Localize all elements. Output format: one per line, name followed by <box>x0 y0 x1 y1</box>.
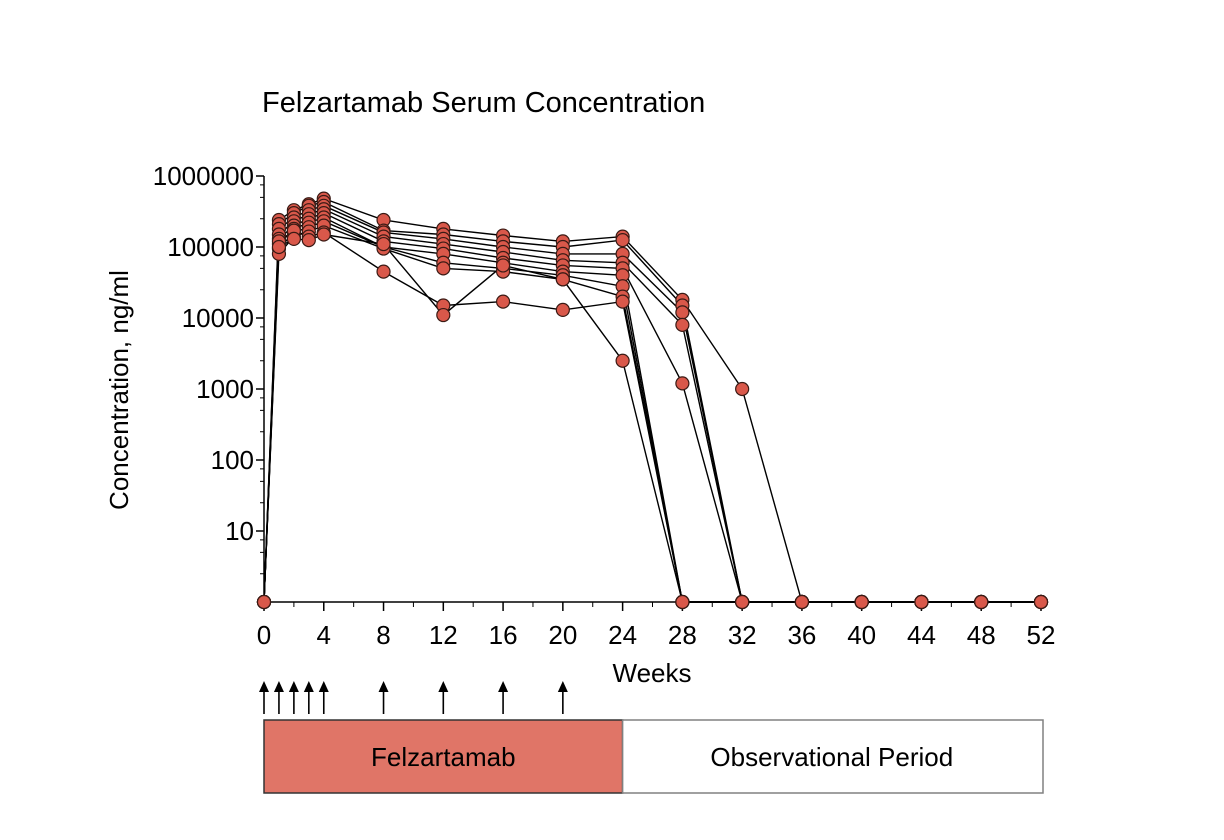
series-line <box>263 197 1041 603</box>
y-tick-label: 100000 <box>167 232 254 262</box>
dose-arrow-head <box>318 681 329 692</box>
x-tick-label: 20 <box>548 620 577 650</box>
dose-arrow-head <box>273 681 284 692</box>
data-point <box>555 302 570 318</box>
data-point <box>735 381 750 397</box>
data-point <box>495 258 511 273</box>
series-line <box>263 229 1041 603</box>
series-line <box>263 233 1041 603</box>
chart-title: Felzartamab Serum Concentration <box>262 87 705 119</box>
dose-arrows <box>259 681 568 714</box>
y-axis-label: Concentration, ng/ml <box>104 270 134 510</box>
x-tick-label: 28 <box>668 620 697 650</box>
observational-period-box <box>621 719 1044 794</box>
data-point <box>615 233 630 248</box>
x-tick-label: 24 <box>608 620 637 650</box>
x-tick-label: 32 <box>728 620 757 650</box>
x-tick-label: 4 <box>317 620 331 650</box>
data-point <box>271 239 287 255</box>
data-point <box>794 594 810 610</box>
data-point <box>675 594 690 610</box>
data-point <box>256 594 272 610</box>
data-point <box>914 594 929 610</box>
data-point <box>436 261 451 276</box>
data-point <box>735 594 750 610</box>
treatment-period-label: Felzartamab <box>371 742 516 772</box>
data-point <box>436 307 451 323</box>
data-point <box>675 376 690 391</box>
dose-arrow-head <box>259 681 269 692</box>
x-tick-label: 8 <box>376 620 390 650</box>
y-tick-label: 10000 <box>182 303 254 333</box>
y-tick-label: 100 <box>211 445 254 475</box>
observational-period-label: Observational Period <box>710 742 953 772</box>
dose-arrow-head <box>378 681 389 692</box>
dose-arrow-head <box>557 681 568 692</box>
dose-arrow-head <box>438 681 449 692</box>
data-point <box>316 227 331 242</box>
x-tick-label: 36 <box>787 620 816 650</box>
x-tick-label: 12 <box>429 620 458 650</box>
x-tick-label: 48 <box>967 620 996 650</box>
x-axis-label: Weeks <box>613 658 692 688</box>
y-tick-label: 1000 <box>196 374 254 404</box>
dose-arrow-head <box>498 681 509 692</box>
y-tick-labels: 10 100 1000 10000 100000 1000000 <box>153 161 254 546</box>
series-line <box>263 220 1041 603</box>
data-point <box>615 294 630 309</box>
data-point <box>555 272 570 287</box>
data-point <box>376 236 391 252</box>
treatment-period-box <box>263 719 624 794</box>
data-point <box>675 317 690 332</box>
series-line <box>263 201 1041 603</box>
data-point <box>286 231 301 247</box>
x-tick-label: 16 <box>489 620 518 650</box>
data-point <box>1033 594 1049 610</box>
series-lines <box>263 197 1041 603</box>
data-point <box>495 294 511 309</box>
dose-arrow-head <box>288 681 299 692</box>
x-tick-labels: 0 4 8 12 16 20 24 28 32 36 40 44 48 52 <box>257 620 1056 650</box>
data-point <box>854 594 869 610</box>
dose-arrow-head <box>303 681 314 692</box>
data-point <box>376 264 391 279</box>
x-tick-label: 52 <box>1027 620 1056 650</box>
period-bar: Felzartamab Observational Period <box>263 719 1044 794</box>
x-tick-label: 0 <box>257 620 271 650</box>
data-point <box>615 353 630 368</box>
series-points <box>256 191 1049 610</box>
data-point <box>301 233 316 248</box>
axes <box>256 175 1042 611</box>
x-tick-label: 44 <box>907 620 936 650</box>
y-tick-label: 1000000 <box>153 161 254 191</box>
x-tick-label: 40 <box>847 620 876 650</box>
y-tick-label: 10 <box>225 516 254 546</box>
series-line <box>263 224 1041 603</box>
data-point <box>974 594 989 610</box>
data-point <box>675 305 690 320</box>
